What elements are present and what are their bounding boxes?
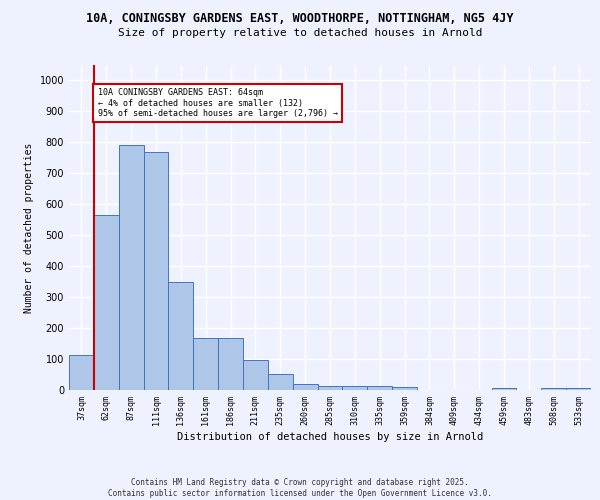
Text: 10A, CONINGSBY GARDENS EAST, WOODTHORPE, NOTTINGHAM, NG5 4JY: 10A, CONINGSBY GARDENS EAST, WOODTHORPE,… (86, 12, 514, 26)
Bar (69, 356, 94, 390)
Bar (566, 388, 591, 390)
Bar (243, 360, 268, 390)
Bar (94, 215, 119, 390)
Bar (268, 374, 293, 390)
Bar (143, 152, 169, 390)
Text: Size of property relative to detached houses in Arnold: Size of property relative to detached ho… (118, 28, 482, 38)
Bar (367, 386, 392, 390)
Bar (392, 387, 417, 390)
Bar (169, 282, 193, 390)
Bar (293, 384, 317, 390)
Bar (317, 386, 343, 390)
Bar (193, 338, 218, 390)
X-axis label: Distribution of detached houses by size in Arnold: Distribution of detached houses by size … (177, 432, 483, 442)
Bar (119, 144, 143, 390)
Bar (218, 338, 243, 390)
Text: Contains HM Land Registry data © Crown copyright and database right 2025.
Contai: Contains HM Land Registry data © Crown c… (108, 478, 492, 498)
Bar (491, 388, 517, 390)
Text: 10A CONINGSBY GARDENS EAST: 64sqm
← 4% of detached houses are smaller (132)
95% : 10A CONINGSBY GARDENS EAST: 64sqm ← 4% o… (98, 88, 338, 118)
Bar (343, 386, 367, 390)
Y-axis label: Number of detached properties: Number of detached properties (24, 142, 34, 312)
Bar (541, 388, 566, 390)
